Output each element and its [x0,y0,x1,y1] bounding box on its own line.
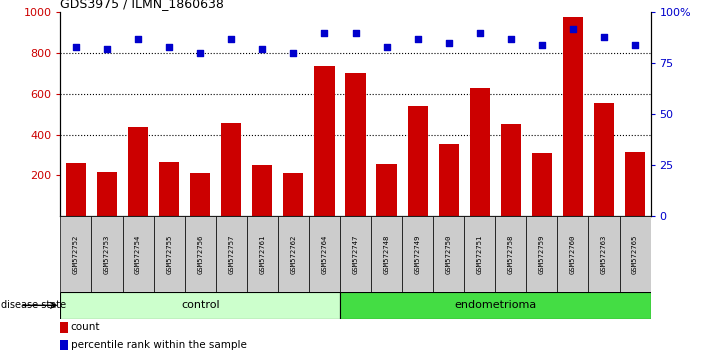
Bar [346,73,365,216]
Bar [66,164,86,216]
Text: GSM572760: GSM572760 [570,234,576,274]
Text: GDS3975 / ILMN_1860638: GDS3975 / ILMN_1860638 [60,0,224,10]
Bar [594,103,614,216]
Point [132,36,144,42]
Bar [619,216,651,292]
Point [443,40,454,46]
Point [505,36,516,42]
Point [536,42,547,48]
Text: GSM572759: GSM572759 [539,234,545,274]
Bar [496,216,526,292]
Point [598,34,609,40]
Bar [340,292,651,319]
Point [288,50,299,56]
Bar [439,144,459,216]
Bar [185,216,215,292]
Bar [97,172,117,216]
Bar [221,123,241,216]
Bar [501,124,521,216]
Text: GSM572751: GSM572751 [477,234,483,274]
Bar [60,292,340,319]
Text: GSM572757: GSM572757 [228,234,234,274]
Bar [60,340,68,350]
Bar [407,106,428,216]
Text: GSM572750: GSM572750 [446,234,451,274]
Bar [314,66,335,216]
Point [629,42,641,48]
Bar [283,173,304,216]
Text: GSM572749: GSM572749 [415,234,421,274]
Bar [60,322,68,333]
Bar [532,153,552,216]
Point [381,44,392,50]
Text: GSM572761: GSM572761 [260,234,265,274]
Text: GSM572756: GSM572756 [197,234,203,274]
Text: GSM572747: GSM572747 [353,234,358,274]
Bar [278,216,309,292]
Bar [60,216,92,292]
Bar [340,216,371,292]
Bar [92,216,122,292]
Point [350,30,361,36]
Bar [526,216,557,292]
Text: GSM572763: GSM572763 [601,234,607,274]
Text: control: control [181,300,220,310]
Text: endometrioma: endometrioma [454,300,536,310]
Bar [470,88,490,216]
Bar [190,173,210,216]
Text: GSM572748: GSM572748 [383,234,390,274]
Point [164,44,175,50]
Bar [464,216,496,292]
Bar [122,216,154,292]
Point [70,44,82,50]
Text: GSM572752: GSM572752 [73,234,79,274]
Bar [215,216,247,292]
Text: GSM572755: GSM572755 [166,234,172,274]
Bar [371,216,402,292]
Point [567,26,579,32]
Point [474,30,486,36]
Bar [154,216,185,292]
Bar [625,152,645,216]
Text: GSM572753: GSM572753 [104,234,110,274]
Text: GSM572758: GSM572758 [508,234,514,274]
Bar [557,216,589,292]
Text: GSM572754: GSM572754 [135,234,141,274]
Text: GSM572764: GSM572764 [321,234,328,274]
Text: GSM572765: GSM572765 [632,234,638,274]
Point [102,46,113,52]
Point [412,36,423,42]
Bar [376,164,397,216]
Bar [563,17,583,216]
Bar [247,216,278,292]
Text: percentile rank within the sample: percentile rank within the sample [71,340,247,350]
Text: count: count [71,322,100,332]
Bar [252,165,272,216]
Point [195,50,206,56]
Bar [159,162,179,216]
Text: disease state: disease state [1,300,66,310]
Bar [309,216,340,292]
Bar [128,127,148,216]
Text: GSM572762: GSM572762 [290,234,296,274]
Bar [433,216,464,292]
Bar [589,216,619,292]
Point [319,30,330,36]
Bar [402,216,433,292]
Point [257,46,268,52]
Point [225,36,237,42]
